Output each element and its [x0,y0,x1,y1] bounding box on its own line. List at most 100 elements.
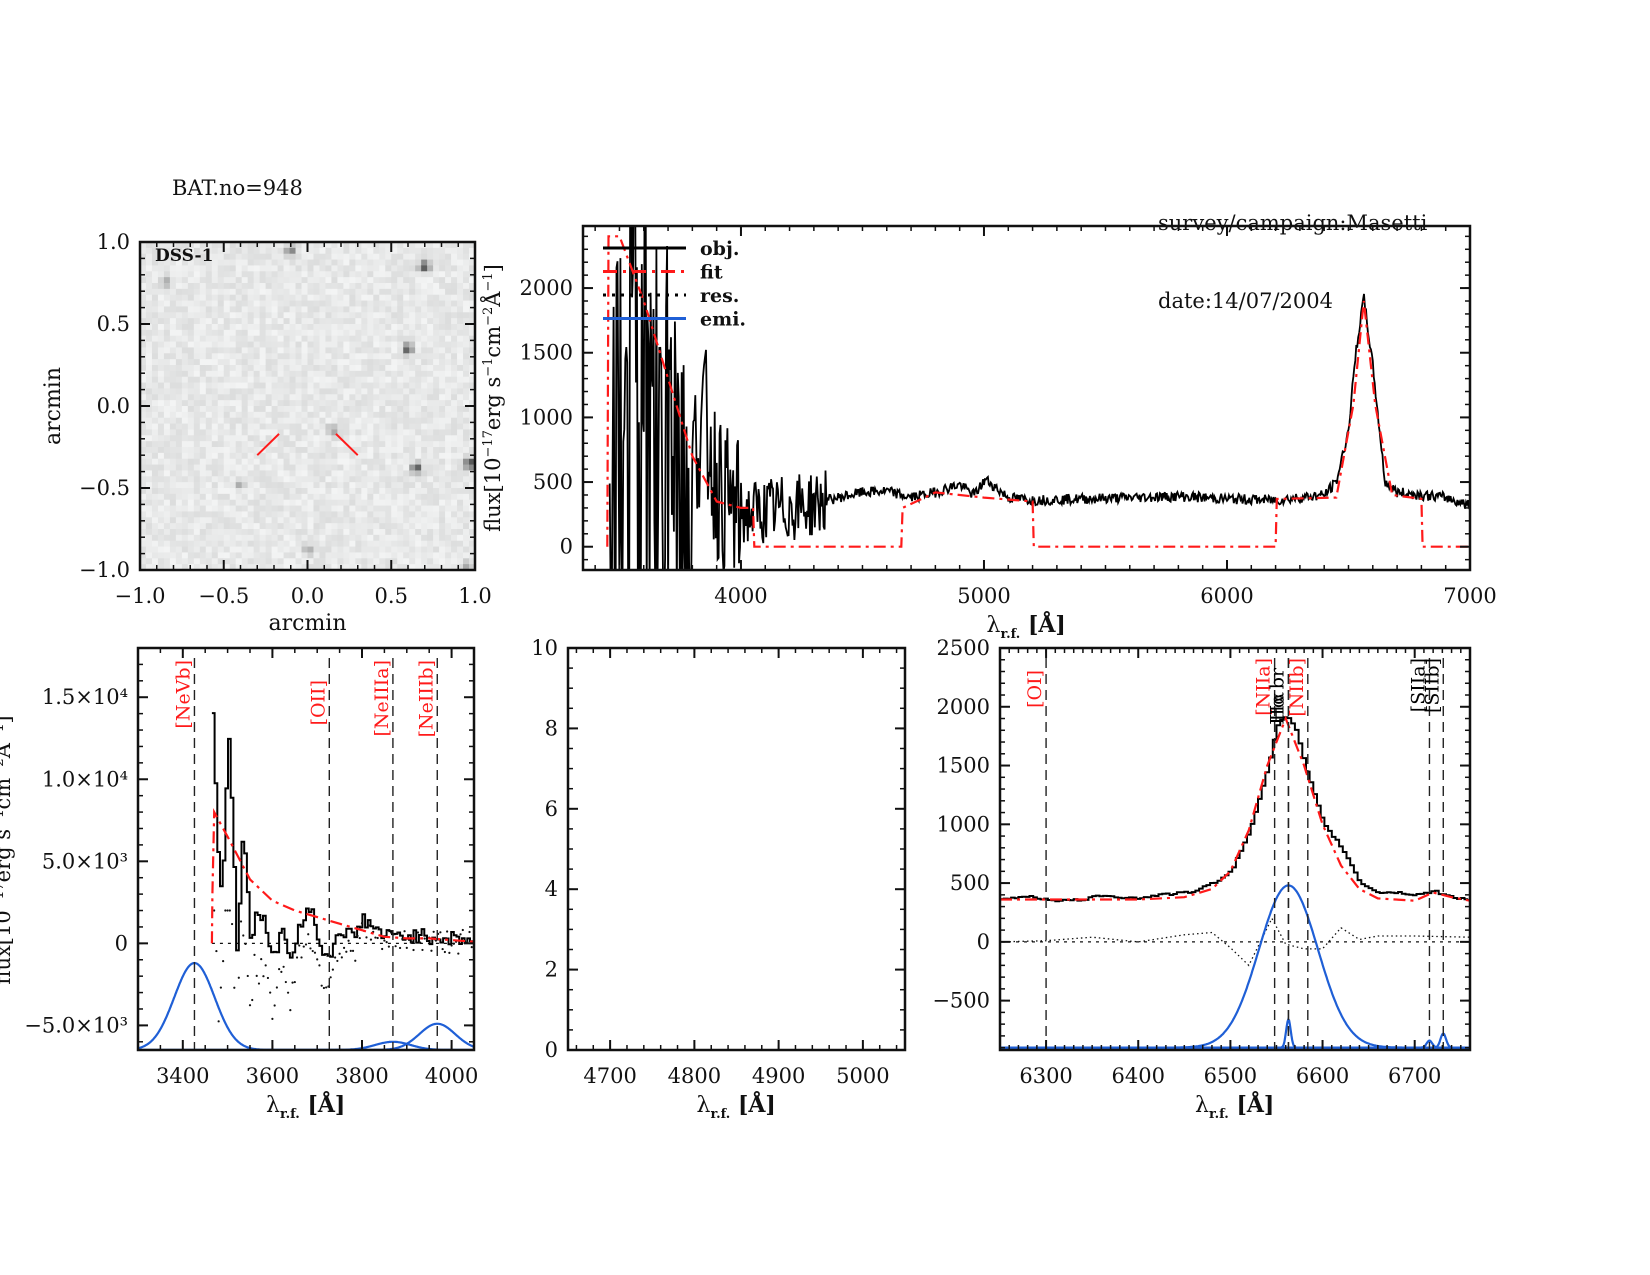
image-pixel [451,400,458,407]
image-pixel [181,259,189,267]
image-pixel [445,288,452,296]
image-pixel [277,552,285,559]
image-pixel [421,517,428,524]
image-pixel [427,499,434,507]
line-marker-label: Hα br [1266,667,1288,725]
image-pixel [157,347,165,354]
image-pixel [385,247,392,255]
image-pixel [205,423,213,431]
image-pixel [331,423,339,431]
image-pixel [175,388,183,395]
image-title-dss: DSS-1 [155,246,213,266]
image-pixel [373,388,380,395]
image-pixel [277,318,285,325]
image-pixel [427,505,434,513]
image-pixel [361,464,368,472]
image-pixel [301,470,309,477]
image-pixel [145,265,153,272]
x-tick-label: 0.5 [375,584,408,608]
image-pixel [157,458,165,466]
x-axis-label-sub: r.f. [1000,627,1020,642]
image-pixel [151,441,159,448]
image-pixel [445,341,452,349]
image-pixel [241,359,249,366]
image-pixel [187,552,195,559]
image-pixel [427,271,434,278]
image-pixel [301,376,309,384]
image-pixel [181,470,189,477]
image-pixel [217,365,225,372]
image-pixel [331,359,339,366]
image-pixel [193,347,201,354]
image-pixel [433,318,440,325]
image-pixel [229,376,237,384]
image-pixel [169,318,177,325]
image-pixel [319,329,327,337]
image-pixel [337,464,344,472]
image-pixel [337,470,344,477]
image-pixel [403,265,410,272]
image-pixel [451,429,458,436]
image-pixel [140,429,147,436]
image-pixel [229,324,237,331]
image-pixel [463,452,470,460]
image-pixel [277,511,285,518]
image-pixel [140,300,147,308]
image-pixel [157,294,165,302]
image-pixel [337,523,344,530]
image-pixel [247,523,255,530]
image-pixel [343,470,350,477]
image-pixel [409,271,416,278]
image-pixel [140,523,147,530]
image-pixel [319,365,327,372]
image-pixel [325,476,333,483]
image-pixel [247,382,255,390]
image-pixel [355,382,362,390]
image-pixel [235,247,243,255]
image-pixel [211,423,219,431]
image-pixel [247,452,255,460]
image-pixel [253,335,261,343]
image-pixel [433,353,440,360]
image-pixel [187,388,195,395]
image-pixel [223,417,231,425]
image-pixel [385,517,392,524]
image-pixel [403,294,410,302]
image-pixel [397,458,404,466]
image-pixel [457,318,464,325]
image-pixel [301,382,309,390]
image-pixel [163,242,171,249]
image-pixel [445,242,452,249]
image-pixel [373,300,380,308]
image-pixel [367,294,374,302]
image-pixel [217,288,225,296]
image-pixel [193,441,201,448]
image-pixel [217,441,225,448]
image-pixel [295,540,303,548]
image-pixel [433,324,440,331]
image-pixel [229,318,237,325]
image-pixel [391,441,398,448]
image-pixel [355,523,362,530]
image-pixel [295,511,303,518]
image-pixel [421,335,428,343]
image-pixel [319,324,327,331]
image-pixel [223,429,231,436]
image-pixel [439,552,446,559]
image-pixel [403,505,410,513]
image-pixel [397,341,404,349]
image-pixel [295,470,303,477]
image-pixel [457,435,464,442]
image-pixel [211,540,219,548]
image-pixel [181,242,189,249]
image-pixel [181,505,189,513]
image-pixel [199,429,207,436]
image-pixel [415,283,422,290]
image-pixel [469,253,476,261]
image-pixel [253,488,261,495]
image-pixel [157,499,165,507]
image-pixel [421,376,428,384]
image-pixel [445,365,452,372]
blue-series-res-point [309,947,312,950]
image-pixel [415,370,422,378]
